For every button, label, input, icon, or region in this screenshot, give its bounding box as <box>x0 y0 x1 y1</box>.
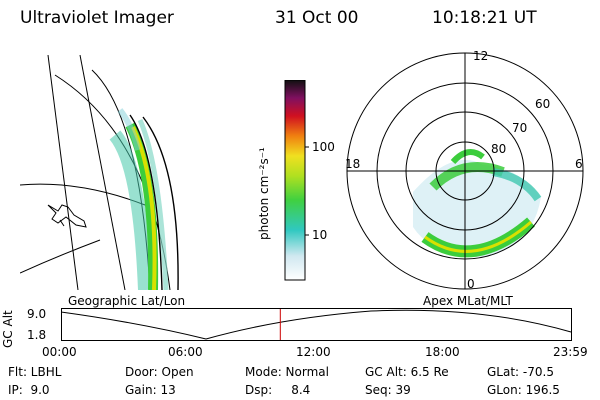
glat-info: GLat: -70.5 <box>487 365 554 379</box>
polar-mlt-6: 6 <box>575 157 583 171</box>
polar-lat-80: 80 <box>491 142 507 156</box>
time-tick-0600: 06:00 <box>168 345 203 359</box>
dsp-info: Dsp: 8.4 <box>245 383 311 397</box>
polar-lat-60: 60 <box>535 97 551 111</box>
time-tick-2359: 23:59 <box>553 345 588 359</box>
polar-lat-70: 70 <box>512 121 528 135</box>
polar-plot <box>346 52 584 290</box>
gain-info: Gain: 13 <box>125 383 176 397</box>
polar-mlt-0: 0 <box>467 277 475 291</box>
aurora-oval <box>413 149 542 258</box>
seq-info: Seq: 39 <box>365 383 411 397</box>
instrument-title: Ultraviolet Imager <box>20 8 174 28</box>
altitude-axis-label: GC Alt <box>1 310 15 348</box>
door-info: Door: Open <box>125 365 194 379</box>
altitude-tick-high: 9.0 <box>27 307 47 321</box>
geographic-label: Geographic Lat/Lon <box>68 294 186 308</box>
glon-info: GLon: 196.5 <box>487 383 560 397</box>
altitude-tick-low: 1.8 <box>27 328 47 342</box>
colorbar-tick-100: 100 <box>312 140 335 154</box>
mode-info: Mode: Normal <box>245 365 329 379</box>
time-label: 10:18:21 UT <box>432 8 537 28</box>
time-tick-1800: 18:00 <box>425 345 460 359</box>
colorbar <box>284 80 309 281</box>
altitude-strip <box>61 308 572 341</box>
polar-mlt-18: 18 <box>345 157 361 171</box>
polar-mlt-12: 12 <box>473 49 489 63</box>
aurora-band <box>109 108 169 290</box>
colorbar-unit-label: photon cm⁻²s⁻¹ <box>257 147 271 240</box>
landmass-outline <box>47 204 87 228</box>
filter-info: Flt: LBHL <box>8 365 62 379</box>
colorbar-tick-10: 10 <box>312 228 328 242</box>
time-tick-1200: 12:00 <box>296 345 331 359</box>
date-label: 31 Oct 00 <box>275 8 359 28</box>
apex-label: Apex MLat/MLT <box>423 294 513 308</box>
ip-info: IP: 9.0 <box>8 383 50 397</box>
geographic-map <box>20 55 179 290</box>
gc-alt-info: GC Alt: 6.5 Re <box>365 365 449 379</box>
time-tick-0000: 00:00 <box>42 345 77 359</box>
